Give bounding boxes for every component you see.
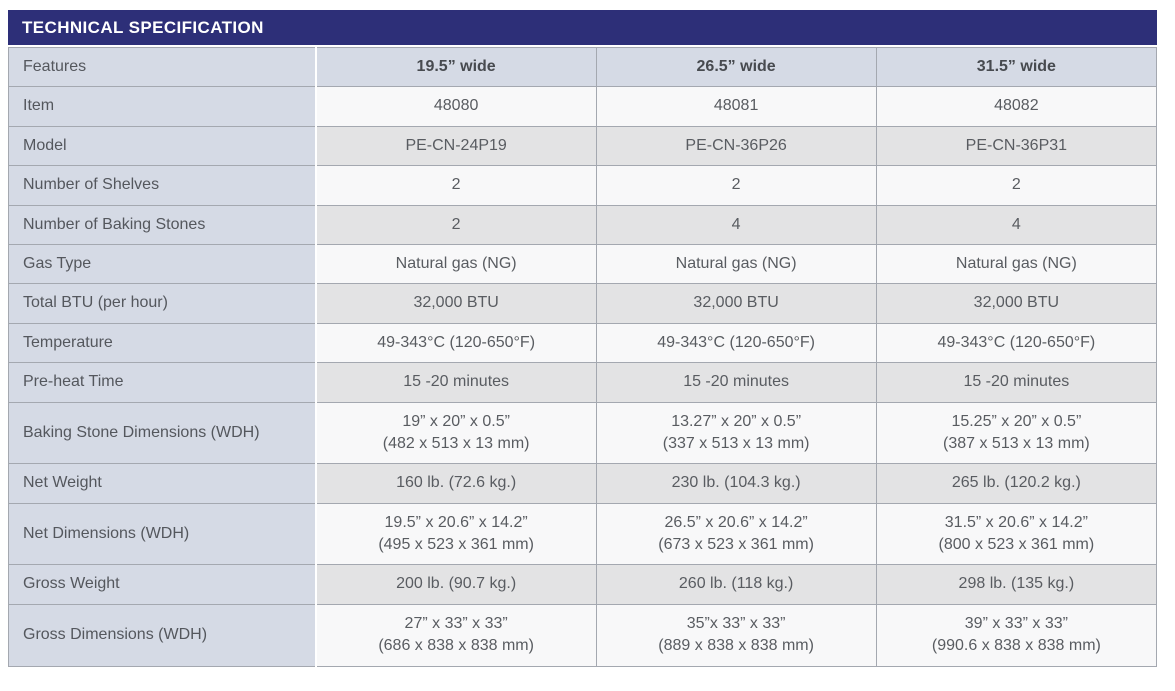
table-row-baking-stone-dimensions: Baking Stone Dimensions (WDH) 19” x 20” …: [7, 401, 1158, 465]
table-row-net-weight: Net Weight 160 lb. (72.6 kg.) 230 lb. (1…: [7, 463, 1158, 504]
value-cell: 160 lb. (72.6 kg.): [315, 463, 597, 504]
table-row-number-of-shelves: Number of Shelves 2 2 2: [7, 165, 1158, 206]
table-header-row: Features 19.5” wide 26.5” wide 31.5” wid…: [7, 46, 1158, 88]
section-title: TECHNICAL SPECIFICATION: [22, 18, 264, 37]
row-label: Net Weight: [7, 463, 317, 504]
value-cell: 49-343°C (120-650°F): [315, 322, 597, 364]
technical-spec-table: Features 19.5” wide 26.5” wide 31.5” wid…: [7, 46, 1158, 667]
value-cell: 200 lb. (90.7 kg.): [315, 564, 597, 605]
value-cell: PE-CN-36P26: [595, 125, 877, 167]
value-cell: 2: [595, 165, 877, 206]
row-label: Item: [7, 86, 317, 127]
table-row-temperature: Temperature 49-343°C (120-650°F) 49-343°…: [7, 322, 1158, 364]
value-cell: 32,000 BTU: [595, 283, 877, 324]
value-cell: PE-CN-36P31: [875, 125, 1158, 167]
value-cell: 19.5” x 20.6” x 14.2” (495 x 523 x 361 m…: [315, 502, 597, 566]
value-cell: 49-343°C (120-650°F): [875, 322, 1158, 364]
value-cell: 2: [315, 204, 597, 245]
value-cell: 15 -20 minutes: [315, 362, 597, 403]
table-row-item: Item 48080 48081 48082: [7, 86, 1158, 127]
table-row-number-of-baking-stones: Number of Baking Stones 2 4 4: [7, 204, 1158, 245]
value-cell: Natural gas (NG): [315, 243, 597, 285]
value-cell: 19” x 20” x 0.5” (482 x 513 x 13 mm): [315, 401, 597, 465]
value-cell: 48082: [875, 86, 1158, 127]
row-label: Number of Shelves: [7, 165, 317, 206]
value-cell: 4: [595, 204, 877, 245]
value-cell: 48081: [595, 86, 877, 127]
section-header: TECHNICAL SPECIFICATION: [8, 10, 1157, 45]
row-label: Net Dimensions (WDH): [7, 502, 317, 566]
value-cell: 31.5” x 20.6” x 14.2” (800 x 523 x 361 m…: [875, 502, 1158, 566]
value-cell: 265 lb. (120.2 kg.): [875, 463, 1158, 504]
value-cell: 32,000 BTU: [315, 283, 597, 324]
value-cell: 4: [875, 204, 1158, 245]
row-label: Number of Baking Stones: [7, 204, 317, 245]
row-label: Gas Type: [7, 243, 317, 285]
row-label: Gross Weight: [7, 564, 317, 605]
value-cell: 27” x 33” x 33” (686 x 838 x 838 mm): [315, 603, 597, 667]
value-cell: Natural gas (NG): [595, 243, 877, 285]
features-column-header: Features: [7, 46, 317, 88]
value-cell: 48080: [315, 86, 597, 127]
column-header-26-5-wide: 26.5” wide: [595, 46, 877, 88]
row-label: Total BTU (per hour): [7, 283, 317, 324]
row-label: Model: [7, 125, 317, 167]
value-cell: 35”x 33” x 33” (889 x 838 x 838 mm): [595, 603, 877, 667]
table-row-gross-dimensions: Gross Dimensions (WDH) 27” x 33” x 33” (…: [7, 603, 1158, 667]
column-header-31-5-wide: 31.5” wide: [875, 46, 1158, 88]
table-row-pre-heat-time: Pre-heat Time 15 -20 minutes 15 -20 minu…: [7, 362, 1158, 403]
value-cell: 2: [315, 165, 597, 206]
row-label: Pre-heat Time: [7, 362, 317, 403]
table-row-total-btu: Total BTU (per hour) 32,000 BTU 32,000 B…: [7, 283, 1158, 324]
value-cell: 49-343°C (120-650°F): [595, 322, 877, 364]
value-cell: 2: [875, 165, 1158, 206]
value-cell: 15 -20 minutes: [875, 362, 1158, 403]
row-label: Baking Stone Dimensions (WDH): [7, 401, 317, 465]
value-cell: PE-CN-24P19: [315, 125, 597, 167]
table-row-gross-weight: Gross Weight 200 lb. (90.7 kg.) 260 lb. …: [7, 564, 1158, 605]
table-row-model: Model PE-CN-24P19 PE-CN-36P26 PE-CN-36P3…: [7, 125, 1158, 167]
value-cell: 13.27” x 20” x 0.5” (337 x 513 x 13 mm): [595, 401, 877, 465]
value-cell: 39” x 33” x 33” (990.6 x 838 x 838 mm): [875, 603, 1158, 667]
table-row-net-dimensions: Net Dimensions (WDH) 19.5” x 20.6” x 14.…: [7, 502, 1158, 566]
value-cell: 26.5” x 20.6” x 14.2” (673 x 523 x 361 m…: [595, 502, 877, 566]
value-cell: 298 lb. (135 kg.): [875, 564, 1158, 605]
value-cell: 260 lb. (118 kg.): [595, 564, 877, 605]
column-header-19-5-wide: 19.5” wide: [315, 46, 597, 88]
value-cell: 15.25” x 20” x 0.5” (387 x 513 x 13 mm): [875, 401, 1158, 465]
value-cell: 15 -20 minutes: [595, 362, 877, 403]
value-cell: Natural gas (NG): [875, 243, 1158, 285]
value-cell: 230 lb. (104.3 kg.): [595, 463, 877, 504]
value-cell: 32,000 BTU: [875, 283, 1158, 324]
row-label: Temperature: [7, 322, 317, 364]
table-row-gas-type: Gas Type Natural gas (NG) Natural gas (N…: [7, 243, 1158, 285]
row-label: Gross Dimensions (WDH): [7, 603, 317, 667]
